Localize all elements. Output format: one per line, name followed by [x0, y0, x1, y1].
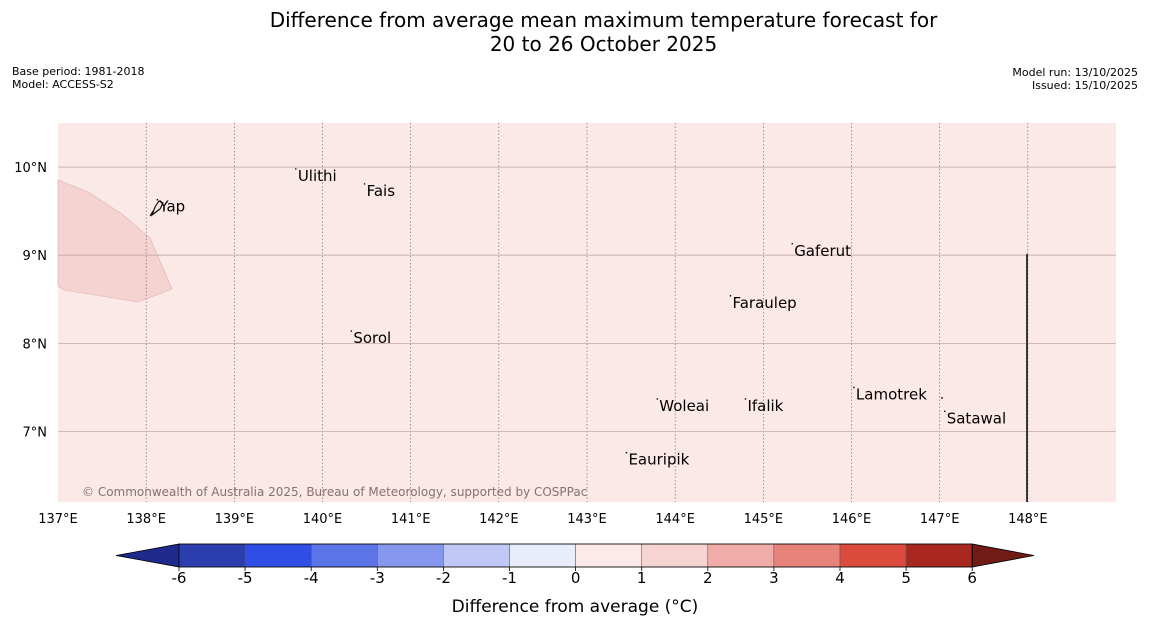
colorbar-segment — [641, 543, 709, 568]
colorbar-tick-label: 4 — [835, 569, 845, 587]
place-label: Yap — [158, 198, 185, 216]
longitude-tick-label: 147°E — [920, 512, 960, 527]
longitude-tick-label: 139°E — [215, 512, 255, 527]
island-marker — [363, 183, 366, 185]
latitude-tick-label: 10°N — [14, 161, 47, 176]
longitude-tick-label: 148°E — [1008, 512, 1048, 527]
colorbar-tick-label: -4 — [304, 569, 319, 587]
island-marker — [853, 386, 855, 389]
colorbar-segment — [443, 543, 510, 568]
colorbar-segment — [839, 543, 907, 568]
copyright-notice: © Commonwealth of Australia 2025, Bureau… — [82, 485, 587, 499]
issued-date: Issued: 15/10/2025 — [1031, 79, 1138, 92]
longitude-tick-label: 145°E — [744, 512, 784, 527]
colorbar-segment — [707, 543, 775, 568]
colorbar-tick-label: 1 — [637, 569, 647, 587]
place-label: Satawal — [947, 409, 1006, 427]
model-name: Model: ACCESS-S2 — [12, 78, 114, 91]
warm-anomaly-zone — [57, 179, 173, 303]
place-label: Fais — [367, 182, 396, 200]
latitude-axis: 10°N 9°N 8°N 7°N — [14, 161, 47, 440]
model-info: Base period: 1981-2018 Model: ACCESS-S2 — [12, 65, 144, 91]
longitude-tick-label: 144°E — [655, 512, 695, 527]
map-panel: Yap Ulithi Fais Gaferut Faraulep Sorol Lamotre… — [57, 123, 1116, 502]
longitude-tick-label: 143°E — [567, 512, 607, 527]
latitude-tick-label: 9°N — [23, 249, 48, 264]
longitude-tick-label: 141°E — [391, 512, 431, 527]
colorbar-tick-label: 2 — [703, 569, 713, 587]
place-label: Ulithi — [298, 167, 337, 185]
island-marker — [729, 295, 732, 297]
colorbar-segment — [575, 543, 642, 568]
island-marker — [943, 410, 946, 413]
island-marker — [941, 397, 943, 399]
place-label: Sorol — [353, 329, 391, 347]
colorbar: -6 -5 -4 -3 -2 -1 0 1 2 3 4 5 6 — [115, 543, 1035, 587]
place-label: Lamotrek — [856, 385, 927, 403]
colorbar-segment — [377, 543, 444, 568]
colorbar-segment — [178, 543, 246, 568]
island-marker — [625, 451, 628, 454]
island-marker — [791, 243, 793, 245]
colorbar-extend-high — [971, 543, 1035, 568]
longitude-tick-label: 138°E — [126, 512, 166, 527]
run-info: Model run: 13/10/2025 Issued: 15/10/2025 — [1012, 66, 1138, 92]
yap-island-outline — [149, 200, 164, 217]
colorbar-segment — [244, 543, 312, 568]
colorbar-tick-label: 3 — [769, 569, 779, 587]
colorbar-segment — [773, 543, 841, 568]
colorbar-tick-label: -3 — [370, 569, 385, 587]
colorbar-tick-label: -5 — [238, 569, 253, 587]
colorbar-tick-label: 5 — [901, 569, 911, 587]
title-line-2: 20 to 26 October 2025 — [489, 32, 718, 56]
colorbar-tick-label: 6 — [967, 569, 977, 587]
colorbar-tick-label: -2 — [436, 569, 451, 587]
island-marker — [156, 198, 159, 201]
latitude-tick-label: 8°N — [23, 337, 48, 352]
place-label: Woleai — [659, 397, 709, 415]
base-period: Base period: 1981-2018 — [12, 65, 145, 78]
longitude-tick-label: 137°E — [38, 512, 78, 527]
longitude-tick-label: 140°E — [303, 512, 343, 527]
colorbar-tick-label: 0 — [571, 569, 581, 587]
colorbar-tick-label: -6 — [172, 569, 187, 587]
colorbar-segment — [905, 543, 973, 568]
island-marker — [350, 330, 353, 332]
colorbar-extend-low — [115, 543, 180, 568]
latitude-tick-label: 7°N — [23, 425, 48, 440]
colorbar-label: Difference from average (°C) — [452, 597, 699, 617]
place-label: Ifalik — [747, 397, 783, 415]
island-marker — [744, 398, 747, 400]
place-label: Faraulep — [732, 294, 796, 312]
title-line-1: Difference from average mean maximum tem… — [269, 8, 938, 32]
longitude-tick-label: 142°E — [479, 512, 519, 527]
longitude-axis: 137°E 138°E 139°E 140°E 141°E 142°E 143°E 144°E… — [38, 512, 1047, 527]
colorbar-segment — [310, 543, 378, 568]
island-marker — [656, 398, 659, 400]
island-marker — [295, 168, 297, 170]
colorbar-segment — [509, 543, 576, 568]
place-label: Eauripik — [628, 451, 689, 469]
place-label: Gaferut — [794, 242, 851, 260]
longitude-tick-label: 146°E — [832, 512, 872, 527]
colorbar-tick-label: -1 — [502, 569, 517, 587]
model-run: Model run: 13/10/2025 — [1012, 66, 1138, 79]
map-gridlines — [58, 123, 1116, 502]
map-title: Difference from average mean maximum tem… — [0, 8, 1150, 56]
place-labels: Yap Ulithi Fais Gaferut Faraulep Sorol Lamotre… — [156, 167, 1006, 469]
